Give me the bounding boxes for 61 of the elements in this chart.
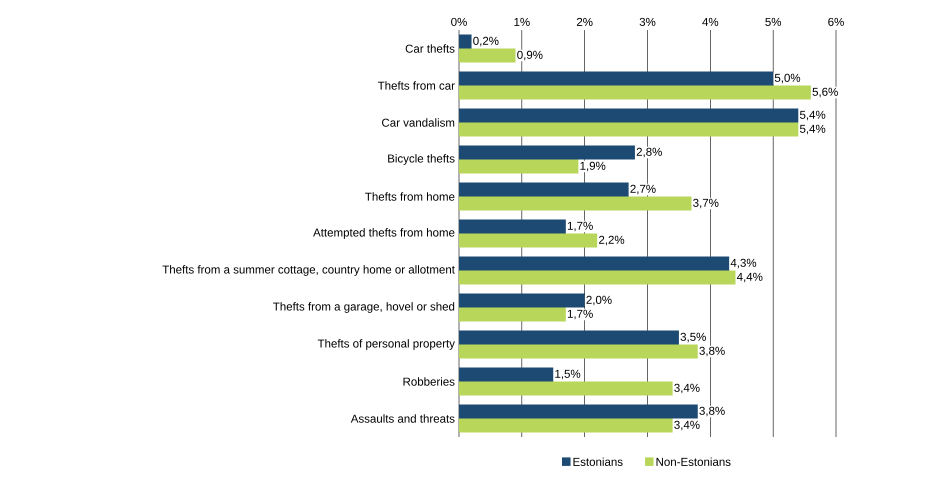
data-label: 3,7% [693, 198, 718, 208]
data-label: 1,7% [568, 310, 593, 320]
data-label: 4,3% [730, 258, 756, 268]
bar [459, 108, 798, 123]
bar [459, 146, 635, 160]
data-label: 1,9% [580, 162, 606, 172]
bar [459, 160, 578, 174]
bar [459, 344, 698, 359]
y-tick-label: Thefts from a summer cottage, country home or allotment [162, 265, 455, 276]
y-tick-label: Robberies [403, 377, 455, 386]
legend-label: Estonians [573, 457, 623, 466]
data-label: 2,8% [636, 148, 662, 158]
bar [459, 294, 585, 308]
data-label: 2,2% [599, 236, 624, 246]
data-label: 2,0% [586, 296, 612, 306]
bar [459, 368, 554, 382]
data-label: 3,4% [674, 384, 700, 394]
y-tick-label: Bicycle thefts [388, 154, 455, 165]
bar [459, 72, 774, 86]
data-label: 0,9% [517, 50, 543, 60]
y-tick-label: Thefts from home [365, 192, 454, 201]
bar [459, 86, 811, 100]
data-label: 3,8% [699, 406, 725, 416]
data-label: 5,0% [774, 74, 800, 84]
data-label: 4,4% [736, 272, 762, 282]
data-label: 5,4% [800, 110, 826, 120]
bar [459, 34, 472, 48]
y-tick-label: Car thefts [406, 44, 455, 53]
bar [459, 220, 566, 234]
y-tick-label: Attempted thefts from home [313, 228, 454, 239]
y-tick-label: Assaults and threats [350, 414, 455, 423]
bar [459, 330, 679, 345]
y-tick-label: Car vandalism [382, 118, 454, 127]
y-tick-label: Thefts from car [378, 81, 455, 90]
bar [459, 270, 736, 285]
x-tick-label: 0% [451, 18, 467, 26]
data-label: 0,2% [473, 36, 499, 46]
data-label: 2,7% [630, 184, 656, 194]
bar [459, 418, 673, 433]
x-tick-label: 3% [640, 18, 656, 26]
bar [459, 196, 692, 211]
x-tick-label: 5% [765, 18, 782, 26]
data-label: 1,7% [568, 222, 593, 232]
bar [459, 256, 730, 271]
legend-label: Non-Estonians [656, 457, 731, 466]
data-label: 3,4% [674, 420, 700, 430]
bar [459, 234, 598, 248]
data-label: 5,6% [812, 88, 838, 98]
data-label: 3,8% [699, 346, 725, 356]
data-label: 1,5% [555, 370, 580, 380]
x-tick-label: 2% [576, 18, 593, 26]
x-tick-label: 6% [828, 18, 844, 26]
bar [459, 122, 798, 137]
y-tick-label: Thefts of personal property [318, 339, 455, 350]
data-label: 3,5% [680, 332, 706, 342]
x-tick-label: 1% [514, 18, 530, 26]
data-label: 5,4% [800, 124, 826, 134]
y-tick-label: Thefts from a garage, hovel or shed [273, 302, 454, 313]
bar [459, 382, 673, 396]
x-tick-label: 4% [702, 18, 718, 26]
bar [459, 308, 566, 322]
